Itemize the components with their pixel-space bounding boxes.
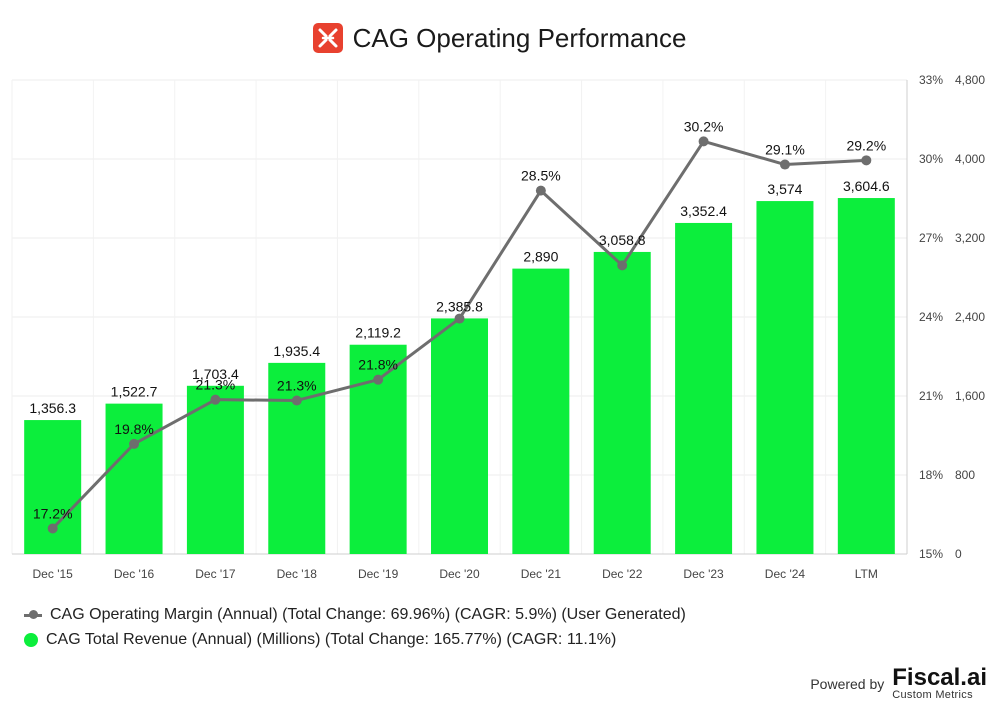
bar[interactable]: [675, 222, 733, 554]
bar[interactable]: [24, 420, 82, 554]
margin-data-label: 19.8%: [114, 421, 154, 437]
x-tick-label: LTM: [855, 567, 878, 581]
bar-data-label: 1,935.4: [273, 343, 320, 359]
margin-point[interactable]: [698, 136, 709, 147]
x-tick-label: Dec '22: [602, 567, 643, 581]
margin-data-label: 21.3%: [277, 377, 317, 393]
margin-point[interactable]: [535, 185, 546, 196]
y-tick-label-percent: 24%: [919, 310, 943, 324]
bar-data-label: 2,890: [523, 249, 558, 265]
legend-line-marker: [24, 609, 42, 619]
bar-data-label: 2,385.8: [436, 298, 483, 314]
x-tick-label: Dec '21: [521, 567, 562, 581]
chart-title: CAG Operating Performance: [352, 22, 687, 53]
bar[interactable]: [431, 318, 488, 554]
x-tick-label: Dec '20: [439, 567, 480, 581]
bar[interactable]: [512, 268, 570, 554]
margin-point[interactable]: [291, 395, 302, 406]
bar-data-label: 2,119.2: [355, 325, 401, 341]
legend-label-total-revenue: CAG Total Revenue (Annual) (Millions) (T…: [46, 631, 617, 648]
powered-by-text: Powered by: [810, 675, 885, 692]
y-tick-label-value: 0: [955, 547, 962, 561]
margin-point[interactable]: [373, 374, 384, 385]
legend-item-operating-margin[interactable]: CAG Operating Margin (Annual) (Total Cha…: [24, 606, 686, 624]
margin-point[interactable]: [617, 260, 628, 271]
bar-data-label: 1,522.7: [111, 384, 158, 400]
brand-name: Fiscal.ai: [892, 664, 987, 691]
chart-svg: 1,356.3 1,522.7 1,703.4 1,935.4 2,119.2 2,385…: [11, 73, 985, 581]
y-tick-label-percent: 15%: [919, 547, 943, 561]
legend-label-operating-margin: CAG Operating Margin (Annual) (Total Cha…: [50, 606, 686, 623]
bar-data-label: 1,356.3: [29, 400, 76, 416]
margin-data-label: 21.8%: [358, 357, 398, 373]
y-tick-label-percent: 33%: [919, 73, 943, 87]
x-tick-label: Dec '16: [114, 567, 155, 581]
margin-point[interactable]: [47, 523, 58, 534]
margin-data-label: 17.2%: [33, 505, 73, 521]
y-tick-label-percent: 21%: [919, 389, 943, 403]
bar-data-label: 3,604.6: [843, 178, 890, 194]
bar-data-label: 3,058.8: [599, 232, 646, 248]
y-tick-label-value: 800: [955, 468, 975, 482]
margin-point[interactable]: [210, 394, 221, 405]
margin-point[interactable]: [861, 155, 872, 166]
legend-dot-marker: [24, 633, 38, 647]
y-tick-label-value: 2,400: [955, 310, 985, 324]
margin-data-label: 29.2%: [846, 137, 886, 153]
x-tick-label: Dec '19: [358, 567, 399, 581]
margin-data-label: 28.5%: [521, 168, 561, 184]
y-tick-label-percent: 30%: [919, 152, 943, 166]
bar-data-label: 3,352.4: [680, 203, 727, 219]
bar[interactable]: [105, 403, 163, 554]
y-tick-label-value: 4,000: [955, 152, 985, 166]
footer-branding: Powered by Fiscal.ai Custom Metrics: [810, 666, 987, 701]
x-tick-label: Dec '17: [195, 567, 236, 581]
y-tick-label-percent: 18%: [919, 468, 943, 482]
margin-data-label: 21.3%: [196, 377, 236, 393]
margin-point[interactable]: [779, 159, 790, 170]
brand-logo[interactable]: Fiscal.ai Custom Metrics: [892, 666, 987, 701]
y-tick-label-value: 3,200: [955, 231, 985, 245]
y-tick-label-value: 1,600: [955, 389, 985, 403]
cag-logo-icon: [312, 23, 343, 53]
y-tick-label-percent: 27%: [919, 231, 943, 245]
y-tick-label-value: 4,800: [955, 73, 985, 87]
bar[interactable]: [756, 201, 814, 554]
margin-data-label: 30.2%: [684, 118, 724, 134]
margin-point[interactable]: [454, 313, 465, 324]
bar[interactable]: [593, 251, 651, 555]
bar[interactable]: [186, 385, 244, 554]
brand-subtitle: Custom Metrics: [892, 689, 973, 701]
chart-header: CAG Operating Performance: [0, 18, 999, 58]
margin-data-label: 29.1%: [765, 142, 805, 158]
x-tick-label: Dec '15: [33, 567, 74, 581]
x-tick-label: Dec '23: [683, 567, 724, 581]
margin-point[interactable]: [129, 438, 140, 449]
bar-data-label: 3,574: [767, 181, 802, 197]
x-tick-label: Dec '24: [765, 567, 806, 581]
x-tick-label: Dec '18: [277, 567, 318, 581]
legend-item-total-revenue[interactable]: CAG Total Revenue (Annual) (Millions) (T…: [24, 631, 616, 649]
bar[interactable]: [837, 198, 895, 554]
bar-data-label: 1,703.4: [192, 366, 239, 382]
